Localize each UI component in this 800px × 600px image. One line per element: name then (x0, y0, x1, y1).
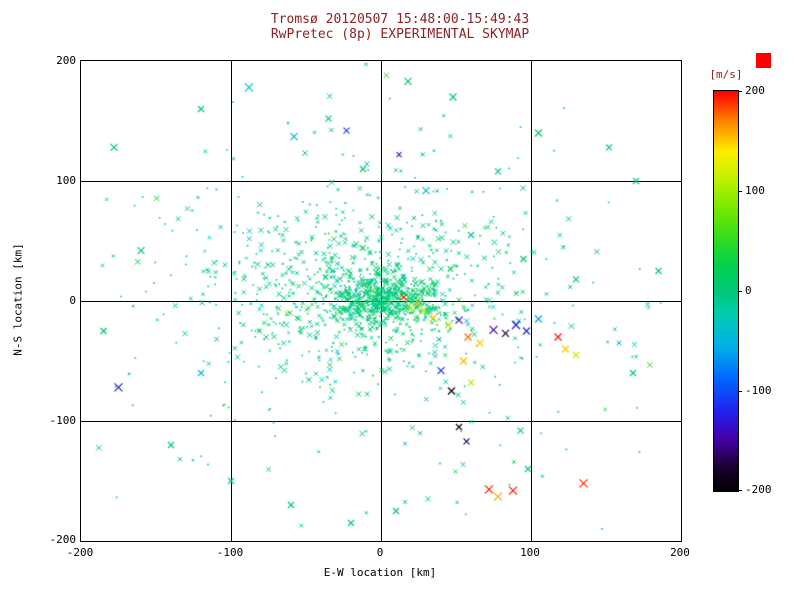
x-axis-label: E-W location [km] (323, 566, 437, 579)
y-tick-label: -100 (49, 414, 77, 427)
y-tick-label: -200 (49, 533, 77, 546)
y-tick-label: 100 (56, 174, 76, 187)
plot-title-line2: RwPretec (8p) EXPERIMENTAL SKYMAP (270, 27, 530, 42)
colorbar-tick (738, 391, 742, 392)
colorbar-unit-label: [m/s] (709, 68, 743, 81)
y-axis-label: N-S location [km] (11, 243, 25, 356)
colorbar-tick-label: -100 (745, 384, 772, 397)
plot-title-line1: Tromsø 20120507 15:48:00-15:49:43 (270, 12, 530, 27)
red-square-legend-marker (756, 53, 771, 68)
skymap-points-canvas (81, 61, 681, 541)
x-tick-label: -100 (216, 546, 244, 559)
x-tick-label: 100 (520, 546, 540, 559)
skymap-plot-area (80, 60, 682, 542)
colorbar-tick (738, 191, 742, 192)
colorbar-gradient (713, 90, 742, 492)
colorbar-tick (738, 490, 742, 491)
colorbar-tick-label: 0 (745, 284, 752, 297)
x-tick-label: 0 (376, 546, 384, 559)
colorbar-tick-label: 100 (745, 184, 765, 197)
y-tick-label: 0 (69, 294, 76, 307)
colorbar-tick-label: 200 (745, 84, 765, 97)
colorbar-tick-label: -200 (745, 483, 772, 496)
y-tick-label: 200 (56, 54, 76, 67)
colorbar-tick (738, 291, 742, 292)
colorbar-tick (738, 91, 742, 92)
x-tick-label: -200 (66, 546, 94, 559)
x-tick-label: 200 (670, 546, 690, 559)
